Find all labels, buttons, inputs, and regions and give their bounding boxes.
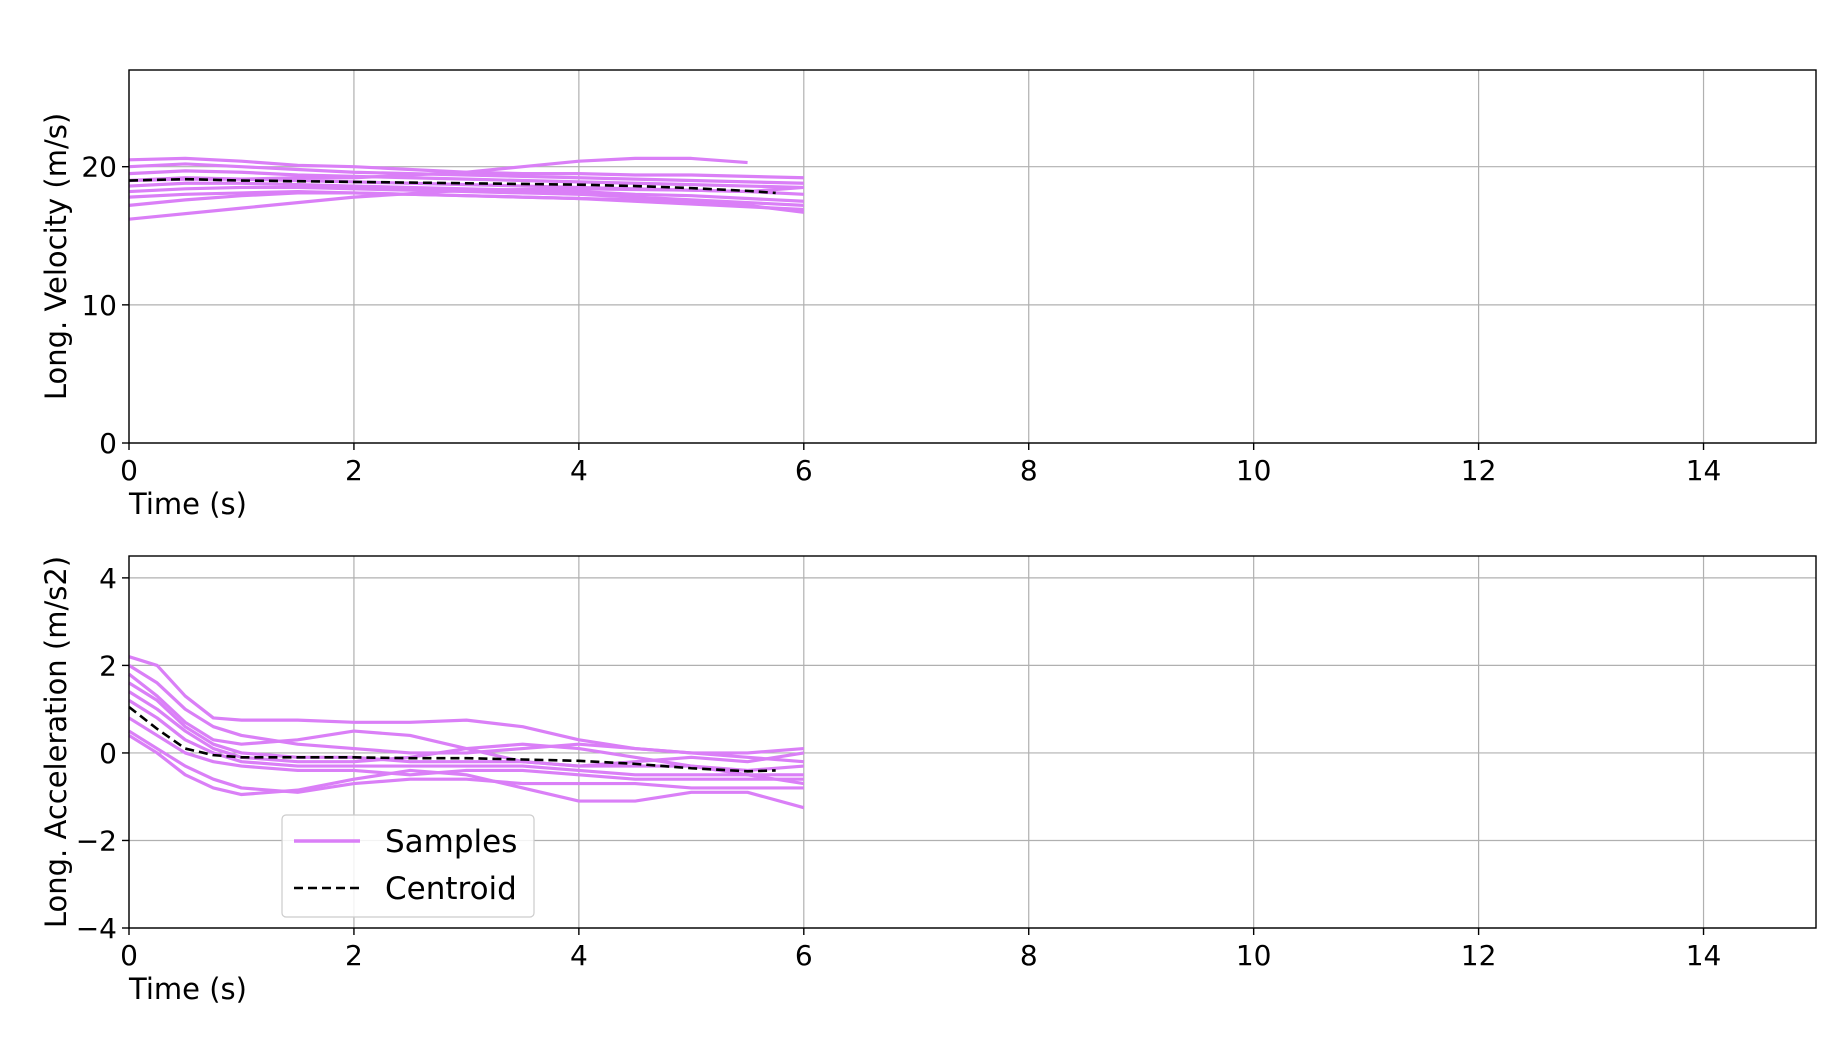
x-tick-label: 2 xyxy=(345,939,363,972)
x-tick-label: 4 xyxy=(570,939,588,972)
sample-line xyxy=(128,169,804,190)
y-tick-label: −2 xyxy=(76,824,117,857)
x-tick-label: 14 xyxy=(1686,454,1722,487)
y-tick-label: 2 xyxy=(99,649,117,682)
sample-line xyxy=(128,729,804,794)
sample-line xyxy=(128,734,805,810)
y-tick-label: 4 xyxy=(99,562,117,595)
x-tick-label: 10 xyxy=(1236,939,1272,972)
x-tick-label: 0 xyxy=(120,939,138,972)
y-tick-label: −4 xyxy=(76,912,117,945)
sample-line xyxy=(128,672,805,768)
y-tick-label: 10 xyxy=(81,289,117,322)
x-axis-label: Time (s) xyxy=(128,972,247,1006)
panel-acceleration: 0 2 4 6 8 10 12 14 −4 −2 0 2 4 Time (s) Long. Accelera… xyxy=(39,555,1817,1006)
x-tick-label: 2 xyxy=(345,454,363,487)
y-tick-label: 0 xyxy=(99,737,117,770)
x-tick-label: 12 xyxy=(1461,939,1497,972)
y-tick-label: 0 xyxy=(99,427,117,460)
x-tick-label: 12 xyxy=(1461,454,1497,487)
x-tick-label: 10 xyxy=(1236,454,1272,487)
x-tick-label: 4 xyxy=(570,454,588,487)
x-axis-label: Time (s) xyxy=(128,487,247,521)
x-tick-label: 0 xyxy=(120,454,138,487)
plot-frame xyxy=(128,69,1817,444)
x-tick-label: 6 xyxy=(795,454,813,487)
sample-line xyxy=(128,716,804,781)
legend: Samples Centroid xyxy=(281,814,535,918)
centroid-line xyxy=(128,705,776,773)
panel-velocity: 0 2 4 6 8 10 12 14 0 10 20 Time (s) Long. Velocity (… xyxy=(39,69,1817,521)
sample-line xyxy=(128,191,804,214)
sample-line xyxy=(128,664,804,755)
legend-centroid-label: Centroid xyxy=(385,871,517,907)
y-axis-label: Long. Acceleration (m/s2) xyxy=(39,556,73,928)
x-tick-label: 8 xyxy=(1020,939,1038,972)
legend-samples-label: Samples xyxy=(385,824,517,860)
sample-line xyxy=(128,162,804,185)
sample-line xyxy=(128,699,804,777)
x-tick-label: 6 xyxy=(795,939,813,972)
plot-frame xyxy=(128,555,1817,929)
sample-line xyxy=(128,655,804,764)
x-tick-label: 8 xyxy=(1020,454,1038,487)
centroid-line xyxy=(128,177,776,195)
x-tick-label: 14 xyxy=(1686,939,1722,972)
sample-line xyxy=(128,681,804,773)
y-tick-label: 20 xyxy=(81,151,117,184)
y-axis-label: Long. Velocity (m/s) xyxy=(39,113,73,400)
